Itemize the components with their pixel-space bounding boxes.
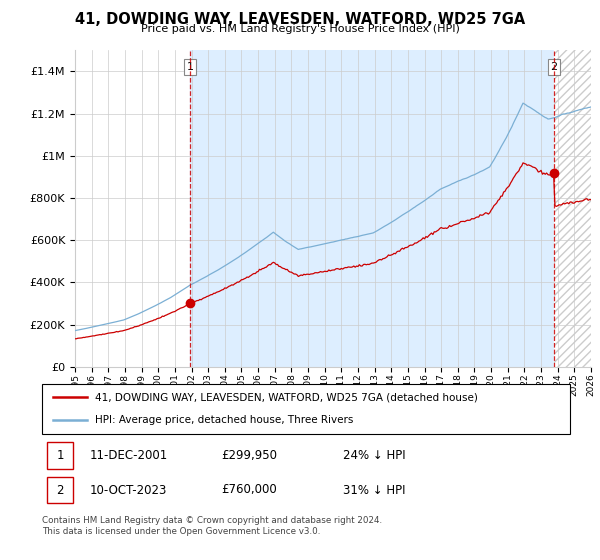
FancyBboxPatch shape xyxy=(42,384,570,434)
Text: Contains HM Land Registry data © Crown copyright and database right 2024.
This d: Contains HM Land Registry data © Crown c… xyxy=(42,516,382,536)
Text: 2: 2 xyxy=(56,483,64,497)
Text: 41, DOWDING WAY, LEAVESDEN, WATFORD, WD25 7GA (detached house): 41, DOWDING WAY, LEAVESDEN, WATFORD, WD2… xyxy=(95,392,478,402)
Text: 11-DEC-2001: 11-DEC-2001 xyxy=(89,449,168,462)
Bar xyxy=(190,50,554,367)
Text: 1: 1 xyxy=(187,62,194,72)
Text: 31% ↓ HPI: 31% ↓ HPI xyxy=(343,483,406,497)
Text: HPI: Average price, detached house, Three Rivers: HPI: Average price, detached house, Thre… xyxy=(95,416,353,426)
Text: £299,950: £299,950 xyxy=(221,449,278,462)
Text: 2: 2 xyxy=(550,62,557,72)
Bar xyxy=(554,50,591,367)
FancyBboxPatch shape xyxy=(47,442,73,469)
Text: Price paid vs. HM Land Registry's House Price Index (HPI): Price paid vs. HM Land Registry's House … xyxy=(140,24,460,34)
Text: 41, DOWDING WAY, LEAVESDEN, WATFORD, WD25 7GA: 41, DOWDING WAY, LEAVESDEN, WATFORD, WD2… xyxy=(75,12,525,27)
FancyBboxPatch shape xyxy=(47,477,73,503)
Bar xyxy=(554,50,591,367)
Text: £760,000: £760,000 xyxy=(221,483,277,497)
Text: 1: 1 xyxy=(56,449,64,462)
Text: 10-OCT-2023: 10-OCT-2023 xyxy=(89,483,167,497)
Text: 24% ↓ HPI: 24% ↓ HPI xyxy=(343,449,406,462)
